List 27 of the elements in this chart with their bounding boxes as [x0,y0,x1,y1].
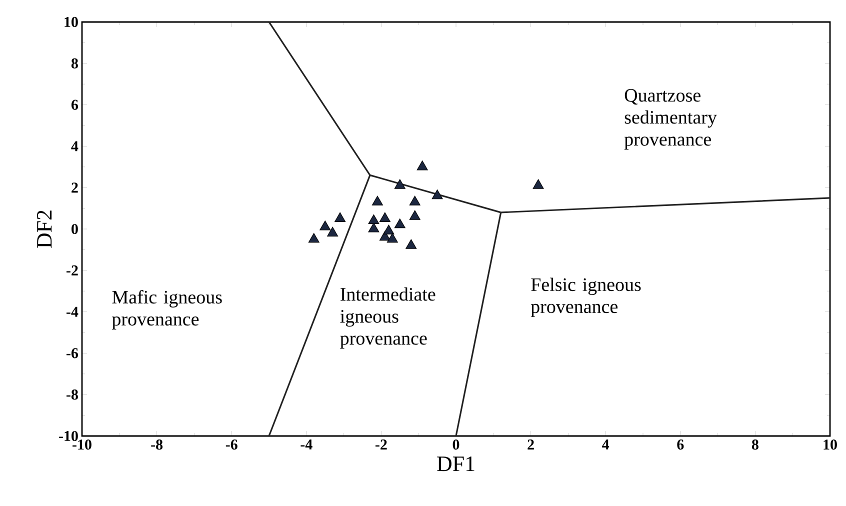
y-tick-label: 8 [71,58,78,68]
annotation: Intermediate igneous provenance [340,287,436,349]
y-tick-label: 6 [71,100,78,110]
y-tick-label: 10 [64,16,78,28]
x-tick-label: 0 [452,440,460,450]
x-tick-label: -8 [151,440,163,450]
y-tick-label: -4 [66,306,78,317]
y-tick-label: -10 [59,430,78,442]
x-tick-label: 2 [528,440,534,450]
y-tick-label: 0 [72,224,78,234]
x-axis-title: DF1 [437,456,474,472]
x-tick-label: -4 [300,440,312,450]
y-tick-label: -8 [66,390,78,400]
annotation: Quartzose sedimentary provenance [624,88,717,150]
x-tick-label: 4 [602,440,610,450]
x-tick-label: 8 [752,440,758,450]
x-tick-label: 6 [677,440,684,450]
x-tick-label: -2 [376,440,387,450]
y-axis-title: DF2 [36,210,52,248]
y-tick-label: 2 [72,182,78,193]
annotation: Mafic igneous provenance [112,290,222,330]
y-tick-label: -6 [66,348,78,358]
y-tick-label: -2 [66,265,78,276]
y-tick-label: 4 [71,141,78,152]
x-tick-label: -6 [226,440,238,450]
annotation: Felsic igneous provenance [530,278,641,317]
x-tick-label: 10 [824,440,837,450]
